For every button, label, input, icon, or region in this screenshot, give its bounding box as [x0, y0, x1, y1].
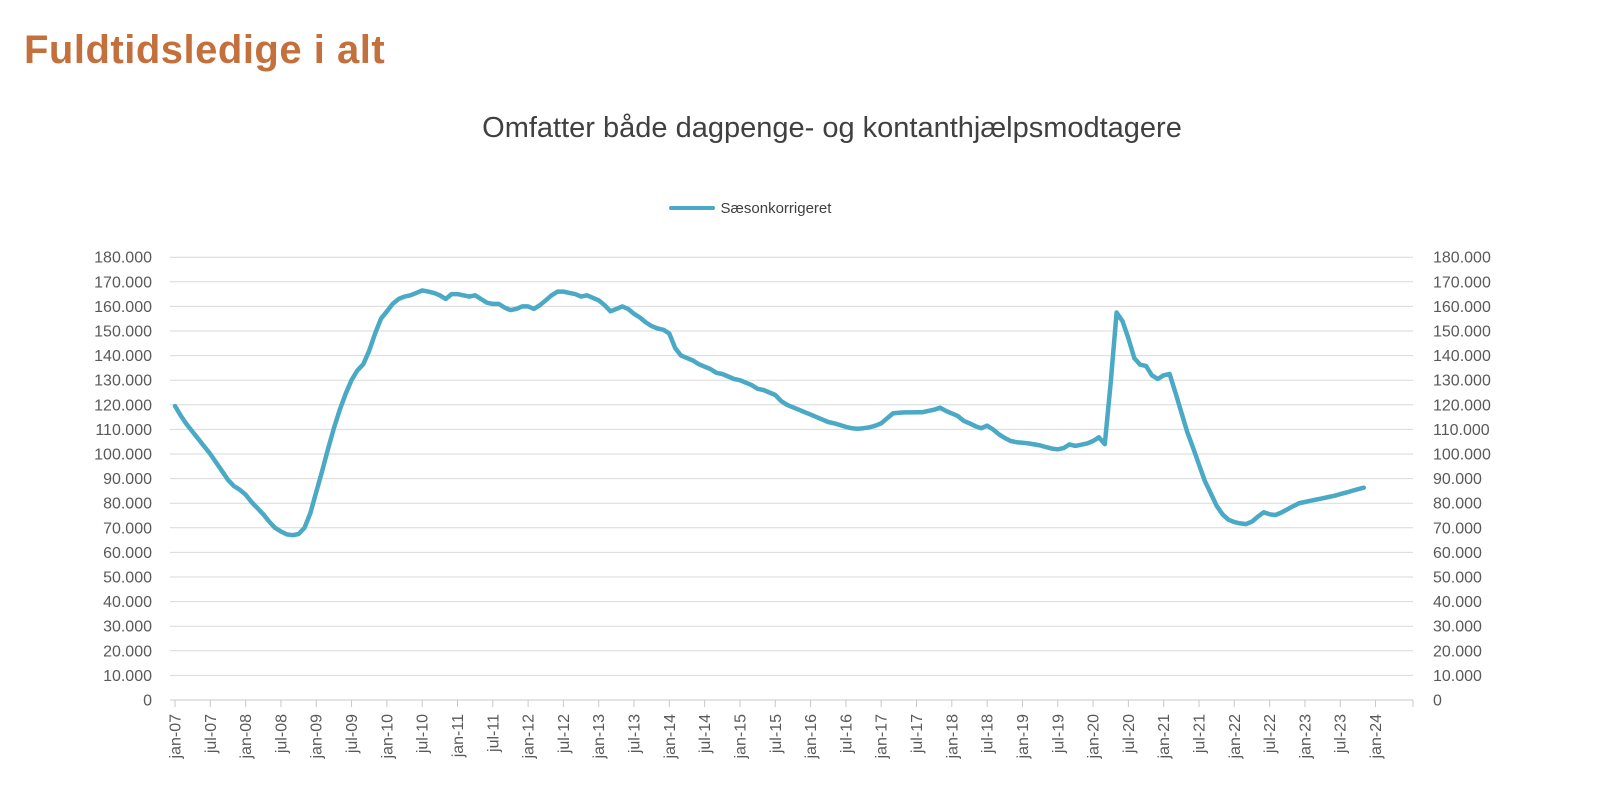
y-axis-label-left: 180.000 — [94, 250, 152, 267]
y-axis-label-right: 50.000 — [1433, 570, 1482, 587]
y-axis-label-right: 30.000 — [1433, 619, 1482, 636]
y-axis-label-left: 140.000 — [94, 348, 152, 365]
y-axis-label-right: 80.000 — [1433, 496, 1482, 513]
x-axis-label: jan-14 — [662, 714, 679, 760]
y-axis-label-right: 140.000 — [1433, 348, 1491, 365]
legend-label: Sæsonkorrigeret — [720, 199, 832, 217]
y-axis-label-right: 150.000 — [1433, 324, 1491, 341]
y-axis-label-right: 20.000 — [1433, 643, 1482, 660]
y-axis-label-left: 110.000 — [95, 422, 152, 439]
y-axis-label-left: 60.000 — [103, 545, 152, 562]
x-axis-label: jul-20 — [1121, 714, 1138, 754]
x-axis-label: jan-13 — [591, 714, 608, 760]
x-axis-label: jul-12 — [556, 714, 573, 754]
x-axis-label: jul-22 — [1262, 714, 1279, 754]
y-axis-label-left: 50.000 — [103, 570, 152, 587]
x-axis-label: jul-07 — [203, 714, 220, 754]
x-axis-label: jul-14 — [697, 714, 714, 754]
legend-line-marker — [668, 206, 715, 210]
y-axis-label-left: 40.000 — [103, 594, 152, 611]
x-axis-label: jan-16 — [803, 714, 820, 760]
x-axis-label: jan-24 — [1368, 714, 1385, 760]
x-axis-label: jul-09 — [344, 714, 361, 754]
x-axis-label: jan-15 — [732, 714, 749, 760]
x-axis-label: jul-08 — [273, 714, 290, 754]
y-axis-label-right: 120.000 — [1433, 397, 1491, 414]
chart-title: Omfatter både dagpenge- og kontanthjælps… — [482, 112, 1182, 144]
x-axis-label: jul-23 — [1333, 714, 1350, 754]
x-axis-label: jan-12 — [521, 714, 538, 760]
x-axis-label: jan-20 — [1086, 714, 1103, 760]
y-axis-label-right: 180.000 — [1433, 250, 1491, 267]
y-axis-label-right: 60.000 — [1433, 545, 1482, 562]
x-axis-label: jul-18 — [980, 714, 997, 754]
x-axis-label: jul-11 — [485, 714, 502, 753]
x-axis-label: jan-22 — [1227, 714, 1244, 760]
x-axis-label: jul-15 — [768, 714, 785, 754]
x-axis-label: jan-11 — [450, 714, 467, 758]
x-axis-label: jul-13 — [627, 714, 644, 754]
y-axis-label-left: 100.000 — [94, 447, 152, 464]
y-axis-label-left: 120.000 — [94, 397, 152, 414]
y-axis-label-left: 160.000 — [94, 299, 152, 316]
x-axis-label: jul-21 — [1191, 714, 1208, 754]
y-axis-label-left: 0 — [143, 693, 152, 710]
y-axis-label-left: 150.000 — [94, 324, 152, 341]
x-axis-label: jul-10 — [415, 714, 432, 754]
x-axis-label: jan-17 — [874, 714, 891, 760]
y-axis-label-left: 90.000 — [103, 471, 152, 488]
x-axis-label: jul-16 — [838, 714, 855, 754]
y-axis-label-right: 160.000 — [1433, 299, 1491, 316]
y-axis-label-right: 130.000 — [1433, 373, 1491, 390]
y-axis-label-right: 40.000 — [1433, 594, 1482, 611]
x-axis-label: jan-23 — [1297, 714, 1314, 760]
y-axis-label-left: 30.000 — [103, 619, 152, 636]
x-axis-label: jan-21 — [1156, 714, 1173, 760]
y-axis-label-left: 130.000 — [94, 373, 152, 390]
y-axis-label-right: 0 — [1433, 693, 1442, 710]
y-axis-label-right: 110.000 — [1433, 422, 1490, 439]
y-axis-label-left: 10.000 — [103, 668, 152, 685]
y-axis-label-right: 170.000 — [1433, 274, 1491, 291]
x-axis-label: jul-19 — [1050, 714, 1067, 754]
y-axis-label-left: 20.000 — [103, 643, 152, 660]
y-axis-label-right: 100.000 — [1433, 447, 1491, 464]
y-axis-label-left: 70.000 — [103, 520, 152, 537]
x-axis-label: jan-18 — [944, 714, 961, 760]
y-axis-label-right: 10.000 — [1433, 668, 1482, 685]
x-axis-label: jan-08 — [238, 714, 255, 760]
y-axis-label-right: 90.000 — [1433, 471, 1482, 488]
chart-legend: Sæsonkorrigeret — [600, 199, 900, 217]
y-axis-label-left: 80.000 — [103, 496, 152, 513]
x-axis-label: jul-17 — [909, 714, 926, 754]
series-line — [172, 288, 1367, 538]
x-axis-label: jan-09 — [309, 714, 326, 760]
y-axis-label-left: 170.000 — [94, 274, 152, 291]
y-axis-label-right: 70.000 — [1433, 520, 1482, 537]
x-axis-label: jan-10 — [379, 714, 396, 760]
page-title: Fuldtidsledige i alt — [24, 28, 386, 72]
x-axis-label: jan-07 — [168, 714, 185, 760]
x-axis-label: jan-19 — [1015, 714, 1032, 760]
